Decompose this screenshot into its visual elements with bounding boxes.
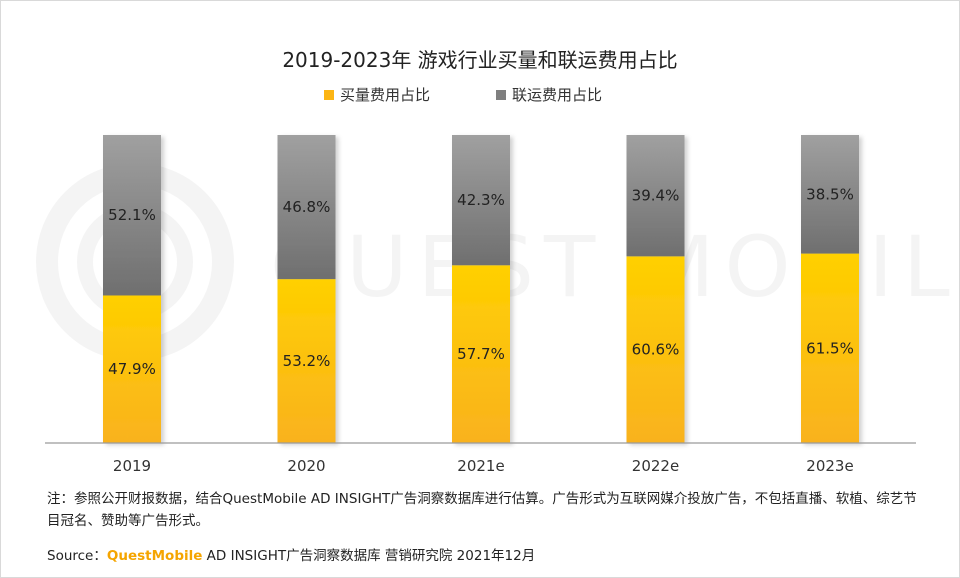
x-tick-label: 2023e <box>806 457 853 475</box>
data-label: 42.3% <box>457 191 505 209</box>
x-axis-ticks: 2019 2020 2021e 2022e 2023e <box>113 457 854 475</box>
bar-segment <box>626 135 685 257</box>
data-label: 57.7% <box>457 345 505 363</box>
bars-group: 47.9% 52.1% 53.2% 46.8% 57.7% 42.3% 60.6% 39.4%… <box>103 135 859 443</box>
bar-segment <box>801 253 859 443</box>
bar-segment <box>452 265 510 443</box>
data-label: 46.8% <box>283 198 331 216</box>
bar-stack <box>277 135 336 443</box>
bar-segment <box>626 256 685 443</box>
bar-segment <box>277 135 336 280</box>
legend-label: 联运费用占比 <box>512 86 602 104</box>
chart-title: 2019-2023年 游戏行业买量和联运费用占比 <box>282 48 677 72</box>
source-prefix: Source： <box>47 548 107 564</box>
bar-stack <box>452 135 510 443</box>
data-label: 39.4% <box>632 187 680 205</box>
data-label: 60.6% <box>632 341 680 359</box>
legend: 买量费用占比 联运费用占比 <box>324 86 602 104</box>
stacked-bar-chart: QUEST MOBILE 2019-2023年 游戏行业买量和联运费用占比 买量… <box>36 48 960 475</box>
bar-segment <box>801 135 859 254</box>
bar-stack <box>103 135 161 443</box>
bar-segment <box>103 135 161 296</box>
legend-label: 买量费用占比 <box>340 86 430 104</box>
bar-segment <box>452 135 510 266</box>
data-label: 47.9% <box>108 360 156 378</box>
x-tick-label: 2022e <box>632 457 679 475</box>
legend-swatch <box>496 90 506 100</box>
source-line: Source：QuestMobile AD INSIGHT广告洞察数据库 营销研… <box>47 544 535 564</box>
bar-segment <box>277 279 336 443</box>
legend-swatch <box>324 90 334 100</box>
bar-stack <box>801 135 859 443</box>
source-text: AD INSIGHT广告洞察数据库 营销研究院 2021年12月 <box>202 548 536 564</box>
source-brand: QuestMobile <box>106 548 203 564</box>
bar-stack <box>626 135 685 443</box>
x-tick-label: 2020 <box>287 457 325 475</box>
footnote: 注：参照公开财报数据，结合QuestMobile AD INSIGHT广告洞察数… <box>47 491 917 529</box>
bar-segment <box>103 295 161 443</box>
data-label: 53.2% <box>283 352 331 370</box>
x-tick-label: 2021e <box>457 457 504 475</box>
data-label: 61.5% <box>806 339 854 357</box>
x-tick-label: 2019 <box>113 457 151 475</box>
data-label: 52.1% <box>108 206 156 224</box>
data-label: 38.5% <box>806 185 854 203</box>
